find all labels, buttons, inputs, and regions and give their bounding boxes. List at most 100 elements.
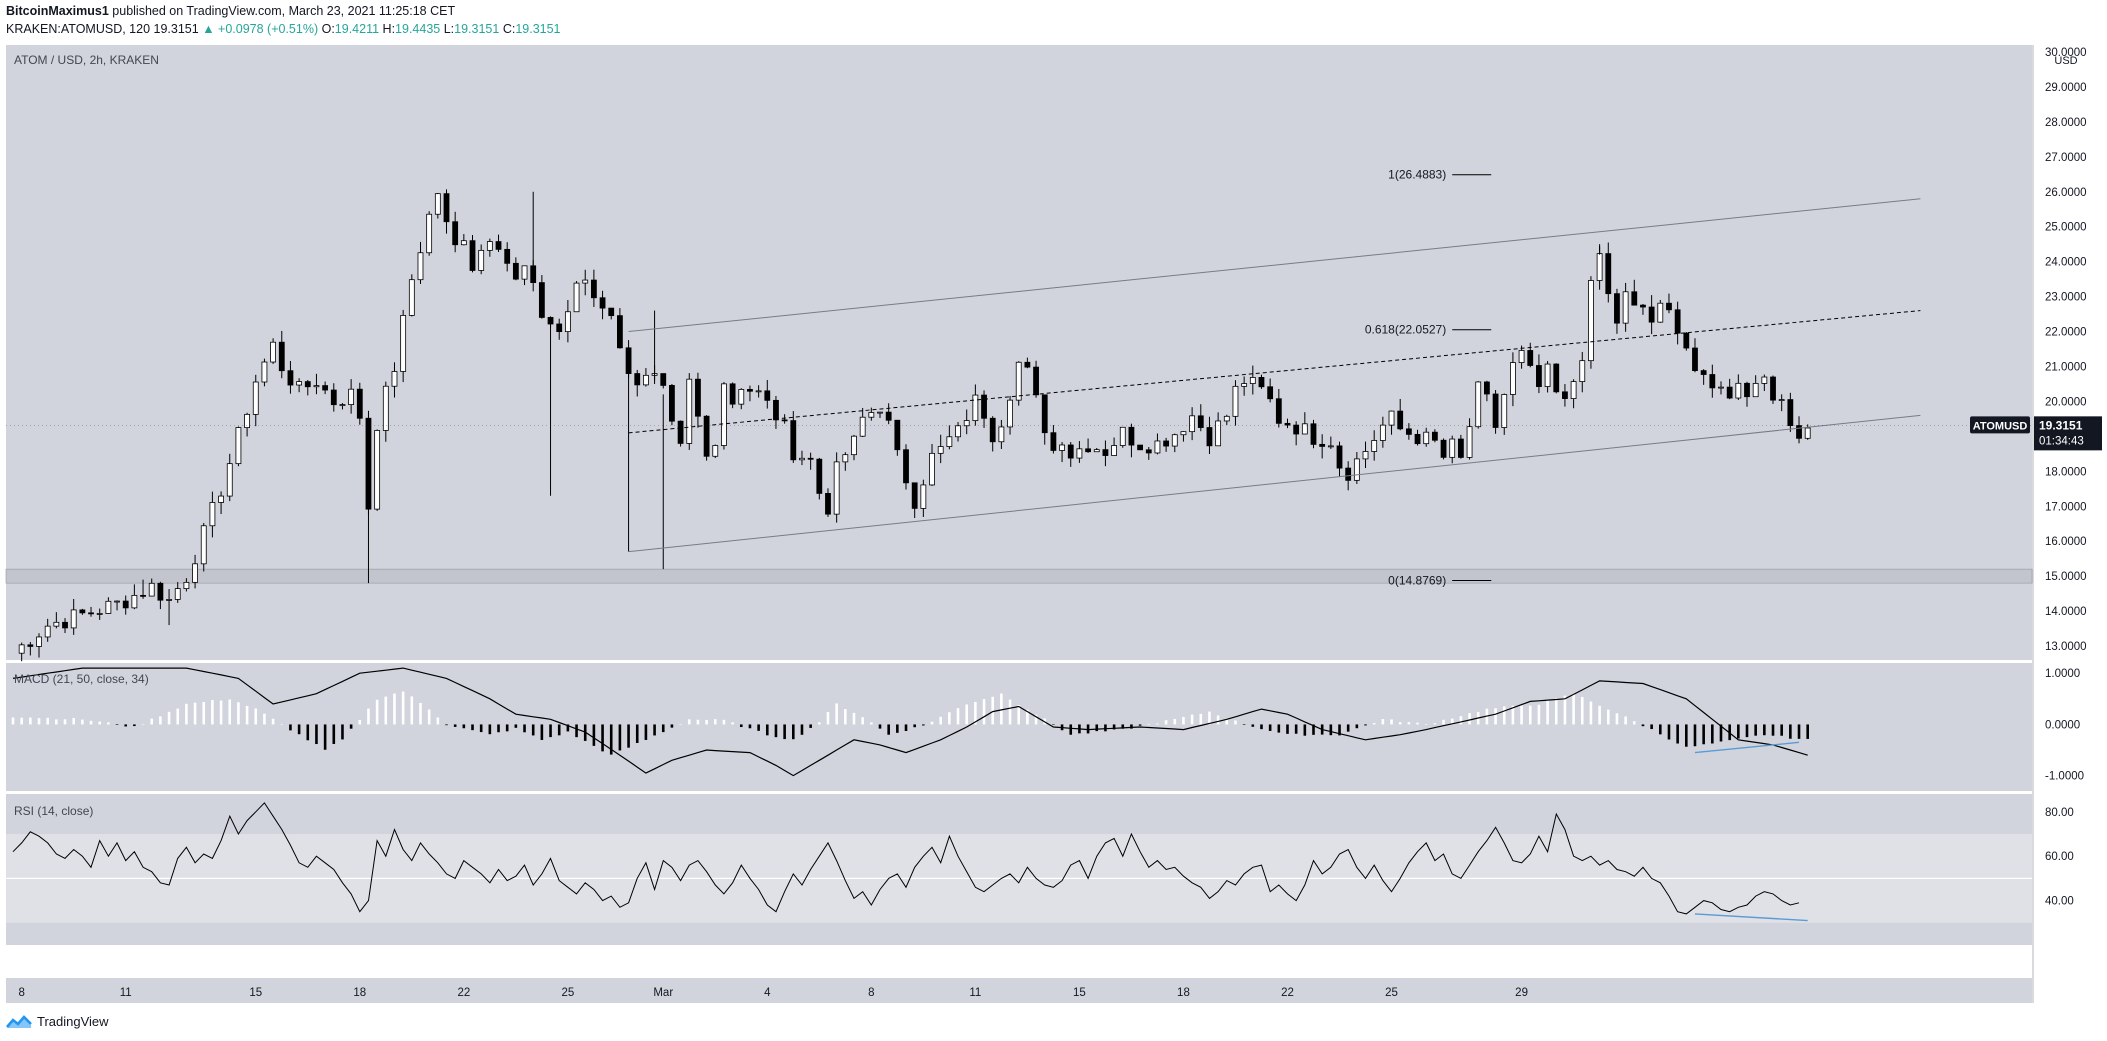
candle-body [1674,309,1681,334]
macd-bar [453,724,457,727]
candle-body [1007,399,1013,428]
candle-body [1588,280,1594,362]
macd-bar [765,724,769,736]
macd-bar [540,724,544,740]
candle-body [166,599,172,601]
candle-body [1275,398,1282,424]
time-axis-tick: 8 [18,987,24,999]
candle-body [270,341,277,363]
macd-bar [1026,709,1029,725]
macd-bar [592,724,596,746]
time-axis-tick: 25 [1385,987,1398,999]
macd-bar [844,709,847,725]
candle-body [1301,423,1308,435]
macd-bar [445,724,448,726]
macd-bar [46,717,49,725]
macd-bar [1624,716,1627,725]
macd-divergence-line [1694,741,1800,754]
candle-body [1128,426,1135,446]
macd-bar [514,724,518,728]
candle-body [1197,415,1204,428]
candle-body [894,419,901,451]
candle-body [842,454,849,463]
candle-body [608,307,615,317]
candle-body [946,436,953,447]
last-price-value: 19.3151 [2039,418,2083,432]
macd-bar [1502,706,1506,725]
macd-bar [176,708,180,725]
candle-body [1666,302,1672,311]
macd-bar [1364,724,1367,726]
macd-bar [219,700,223,725]
candle-body [1050,432,1057,451]
candle-body [747,389,753,392]
time-axis-tick: 22 [457,987,470,999]
candle-body [88,612,94,615]
macd-bar [384,696,388,725]
candle-body [825,493,831,515]
tradingview-logo-icon[interactable] [6,1014,32,1029]
candle-body [660,373,667,386]
candle-body [1700,370,1707,375]
candle-body [617,315,623,349]
macd-bar [809,724,812,728]
macd-bar [20,717,23,725]
macd-bar [1511,705,1515,725]
candle-body [1379,424,1386,441]
candle-body [62,621,68,629]
candle-body [790,420,797,461]
footer-brand[interactable]: TradingView [37,1014,109,1029]
macd-bar [1737,724,1740,739]
candle-body [1449,438,1456,458]
time-axis-tick: 4 [764,987,771,999]
macd-bar [1338,724,1341,736]
candle-body [1293,424,1300,435]
candle-body [963,420,970,427]
candle-body [755,390,762,393]
candle-body [348,388,355,405]
low-label: L: [443,22,455,36]
macd-bar [1693,724,1697,747]
time-axis-background [6,978,2032,1003]
candle-body [1761,376,1768,384]
macd-bar [835,703,838,725]
candle-body [374,430,381,510]
macd-bar [1216,715,1220,725]
macd-bar [1346,724,1350,732]
macd-bar [913,724,916,728]
candle-body [261,361,268,383]
candle-body [1102,449,1109,456]
time-axis-tick: 18 [353,987,366,999]
candle-body [478,249,485,271]
macd-bar [89,720,93,725]
candle-body [582,279,589,284]
macd-bar [1164,720,1168,725]
candle-body [36,636,42,647]
macd-bar [904,724,908,732]
candle-body [773,399,779,421]
candle-body [296,381,303,386]
candle-body [1501,394,1508,428]
candle-body [417,252,424,281]
macd-bar [870,722,873,725]
candle-body [44,625,51,638]
price-axis-tick: 18.0000 [2045,466,2087,478]
candle-body [443,193,450,223]
author-name[interactable]: BitcoinMaximus1 [6,4,109,18]
candle-body [1310,423,1317,445]
macd-bar [1459,716,1463,725]
candle-body [1137,444,1143,451]
candle-body [885,411,892,421]
macd-bar [1702,724,1705,745]
macd-bar [1797,724,1801,739]
macd-bar [1580,696,1584,725]
macd-bar [505,724,509,732]
macd-bar [1208,711,1211,725]
macd-bar [289,724,292,731]
macd-bar [297,724,301,735]
macd-bar [63,719,67,725]
macd-bar [1329,724,1333,736]
macd-bar [488,724,492,735]
macd-bar [523,724,526,733]
